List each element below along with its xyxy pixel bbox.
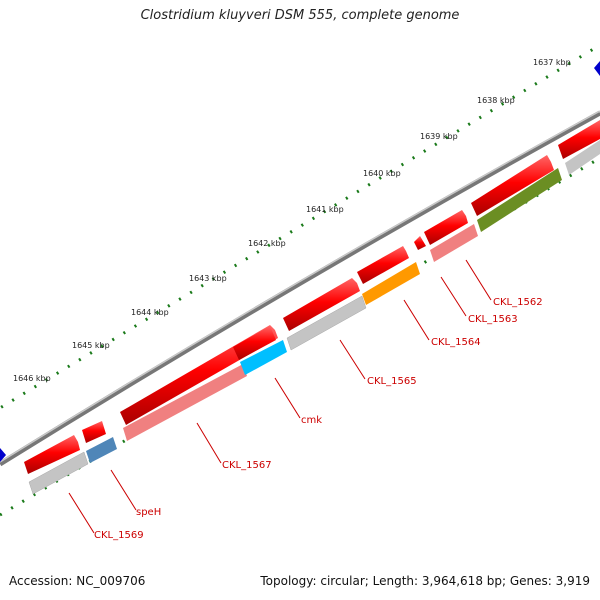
gene-block-ckl1563[interactable] [430, 224, 478, 262]
gene-arrow-forward[interactable] [558, 120, 600, 159]
kbp-labels: 1637 kbp 1638 kbp 1639 kbp 1640 kbp 1641… [13, 58, 571, 383]
callout-line-ckl1564 [403, 299, 430, 341]
gene-arrow-forward[interactable] [82, 421, 106, 443]
gene-label-ckl1562[interactable]: CKL_1562 [493, 297, 543, 308]
callout-line-cmk [274, 377, 301, 419]
gene-arrow-forward[interactable] [471, 155, 554, 216]
kbp-label-1646: 1646 kbp [13, 374, 51, 383]
gene-arrow-forward[interactable] [357, 246, 409, 284]
gene-arrow-forward[interactable] [414, 236, 426, 250]
gene-label-speh[interactable]: speH [136, 507, 161, 518]
gene-block-ckl1562[interactable] [477, 168, 562, 232]
gene-block-ckl1569[interactable] [28, 451, 89, 495]
kbp-label-1640: 1640 kbp [363, 169, 401, 178]
gene-arrow-forward[interactable] [424, 210, 468, 245]
gene-labels: CKL_1562 CKL_1563 CKL_1564 CKL_1565 cmk … [94, 297, 543, 541]
kbp-label-1641: 1641 kbp [306, 205, 344, 214]
gene-label-ckl1569[interactable]: CKL_1569 [94, 530, 144, 541]
callout-lines [68, 259, 492, 534]
callout-line-speh [110, 469, 137, 511]
kbp-label-1639: 1639 kbp [420, 132, 458, 141]
right-edge-marker [594, 61, 600, 76]
gene-label-ckl1563[interactable]: CKL_1563 [468, 314, 518, 325]
kbp-label-1637: 1637 kbp [533, 58, 571, 67]
gene-label-ckl1567[interactable]: CKL_1567 [222, 460, 272, 471]
gene-label-cmk[interactable]: cmk [301, 415, 322, 426]
gene-block-speh[interactable] [86, 437, 117, 463]
callout-line-ckl1569 [68, 492, 95, 534]
genome-summary-text: Topology: circular; Length: 3,964,618 bp… [260, 574, 590, 588]
kbp-label-1645: 1645 kbp [72, 341, 110, 350]
gene-arrow-forward[interactable] [24, 435, 80, 474]
callout-line-ckl1567 [196, 422, 222, 464]
genome-backbone [0, 110, 600, 467]
accession-text: Accession: NC_009706 [9, 574, 146, 588]
kbp-label-1638: 1638 kbp [477, 96, 515, 105]
gene-block-offscreen[interactable] [565, 140, 600, 175]
kbp-label-1644: 1644 kbp [131, 308, 169, 317]
kbp-label-1643: 1643 kbp [189, 274, 227, 283]
gene-block-ckl1564[interactable] [362, 262, 420, 305]
genome-backbone-highlight [0, 110, 600, 463]
gene-label-ckl1565[interactable]: CKL_1565 [367, 376, 417, 387]
forward-strand-genes [24, 120, 600, 474]
outer-tick-track [0, 43, 600, 410]
gene-arrow-forward[interactable] [283, 278, 360, 331]
callout-line-ckl1565 [339, 339, 366, 380]
reverse-strand-genes [28, 140, 600, 495]
gene-block-ckl1565[interactable] [286, 295, 367, 351]
map-title: Clostridium kluyveri DSM 555, complete g… [140, 8, 460, 23]
left-edge-marker [0, 448, 6, 462]
callout-line-ckl1562 [465, 259, 492, 301]
gene-block-cmk[interactable] [240, 340, 287, 375]
gene-label-ckl1564[interactable]: CKL_1564 [431, 337, 481, 348]
gene-block-ckl1567[interactable] [123, 364, 247, 441]
gene-arrow-forward[interactable] [233, 326, 276, 360]
kbp-label-1642: 1642 kbp [248, 239, 286, 248]
callout-line-ckl1563 [440, 276, 467, 317]
